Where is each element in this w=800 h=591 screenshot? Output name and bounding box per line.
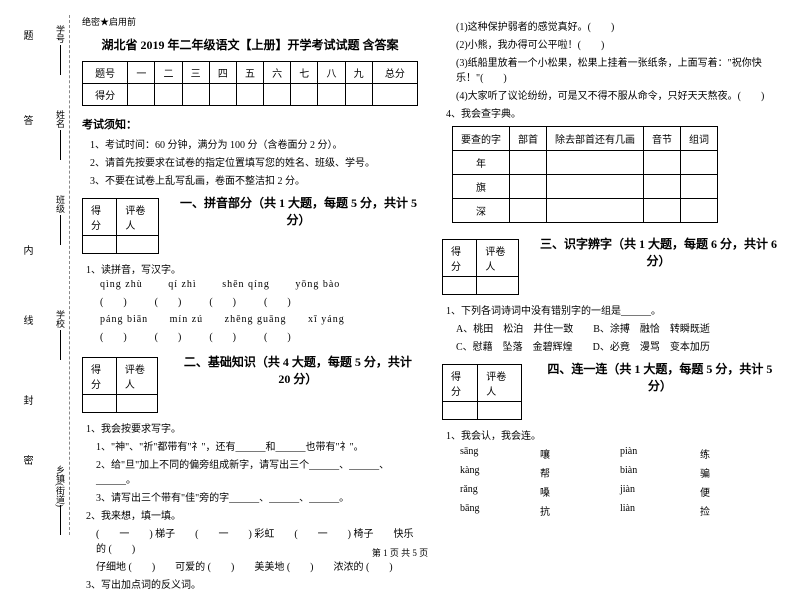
- binding-underline: [60, 215, 61, 245]
- binding-field-label: 乡镇(街道): [54, 465, 67, 507]
- exam-title: 湖北省 2019 年二年级语文【上册】开学考试试题 含答案: [82, 36, 418, 53]
- th: 七: [291, 62, 318, 84]
- pinyin-row: qìng zhù qí zhì shēn qíng yōng bào: [100, 279, 418, 290]
- binding-field-label: 学号: [54, 25, 67, 43]
- question: 1、我会按要求写字。: [86, 420, 418, 435]
- option-line: A、桃田 松泊 井住一致 B、涂搏 融恰 转瞬既逝: [456, 320, 778, 335]
- score-summary-table: 题号 一 二 三 四 五 六 七 八 九 总分 得分: [82, 61, 418, 106]
- sub-question: (1)这种保护弱者的感觉真好。( ): [456, 18, 778, 33]
- binding-underline: [60, 45, 61, 75]
- binding-mark: 线: [19, 315, 34, 333]
- sub-question: 2、给"旦"加上不同的偏旁组成新字，请写出三个______、______、___…: [96, 456, 418, 486]
- option-line: C、慰藉 坠落 金碧辉煌 D、必竟 漫骂 变本加历: [456, 338, 778, 353]
- notice-item: 3、不要在试卷上乱写乱画，卷面不整洁扣 2 分。: [90, 172, 418, 187]
- score-box: 得分评卷人: [82, 357, 158, 413]
- binding-mark: 内: [19, 245, 34, 263]
- fill-blank-line[interactable]: 仔细地 ( ) 可爱的 ( ) 美美地 ( ) 浓浓的 ( ): [96, 558, 418, 573]
- question: 4、我会查字典。: [446, 105, 778, 120]
- question: 2、我来想，填一填。: [86, 507, 418, 522]
- notice-item: 2、请首先按要求在试卷的指定位置填写您的姓名、班级、学号。: [90, 154, 418, 169]
- table-row: 题号 一 二 三 四 五 六 七 八 九 总分: [83, 62, 418, 84]
- sub-question: (4)大家听了议论纷纷，可是又不得不服从命令，只好天天熬夜。( ): [456, 87, 778, 102]
- th: 二: [155, 62, 182, 84]
- binding-mark: 题: [19, 30, 34, 48]
- match-row[interactable]: kàng帮biàn骗: [460, 465, 778, 480]
- question: 1、读拼音，写汉字。: [86, 261, 418, 276]
- binding-mark: 答: [19, 115, 34, 133]
- binding-column: 学号 题 姓名 答 班级 内 学校 线 封 乡镇(街道) 密: [10, 15, 70, 535]
- answer-blanks[interactable]: ( )( )( )( ): [100, 293, 418, 308]
- notice-header: 考试须知：: [82, 116, 418, 132]
- binding-underline: [60, 330, 61, 360]
- score-box: 得分评卷人: [442, 239, 519, 295]
- right-column: (1)这种保护弱者的感觉真好。( ) (2)小熊，我办得可公平啦！( ) (3)…: [430, 15, 790, 535]
- grader-label: 评卷人: [117, 199, 159, 236]
- left-column: 绝密★启用前 湖北省 2019 年二年级语文【上册】开学考试试题 含答案 题号 …: [70, 15, 430, 535]
- th: 三: [182, 62, 209, 84]
- sub-question: 3、请写出三个带有"佳"旁的字______、______、______。: [96, 489, 418, 504]
- table-row: 得分: [83, 84, 418, 106]
- score-box: 得分评卷人: [442, 364, 522, 420]
- question: 1、下列各词诗词中没有错别字的一组是______。: [446, 302, 778, 317]
- match-row[interactable]: rǎng嗓jiàn便: [460, 484, 778, 499]
- section-title: 二、基础知识（共 4 大题，每题 5 分，共计 20 分）: [178, 353, 418, 387]
- binding-field-label: 学校: [54, 310, 67, 328]
- th: 八: [318, 62, 345, 84]
- binding-mark: 封: [19, 395, 34, 413]
- pinyin-row: páng biān mín zú zhēng guāng xī yáng: [100, 314, 418, 325]
- th: 五: [236, 62, 263, 84]
- match-row[interactable]: sāng嚷piàn练: [460, 446, 778, 461]
- section-title: 一、拼音部分（共 1 大题，每题 5 分，共计 5 分）: [179, 194, 418, 228]
- sub-question: 1、"神"、"祈"都带有"礻"，还有______和______也带有"礻"。: [96, 438, 418, 453]
- notice-item: 1、考试时间：60 分钟，满分为 100 分（含卷面分 2 分）。: [90, 136, 418, 151]
- page-footer: 第 1 页 共 5 页: [0, 546, 800, 559]
- section-title: 四、连一连（共 1 大题，每题 5 分，共计 5 分）: [542, 360, 778, 394]
- binding-field-label: 班级: [54, 195, 67, 213]
- dictionary-lookup-table: 要查的字 部首 除去部首还有几画 音节 组词 年 旗 深: [452, 126, 718, 223]
- sub-question: (2)小熊，我办得可公平啦！( ): [456, 36, 778, 51]
- secret-label: 绝密★启用前: [82, 15, 418, 28]
- match-row[interactable]: bāng抗liàn捡: [460, 503, 778, 518]
- th: 题号: [83, 62, 128, 84]
- binding-mark: 密: [19, 455, 34, 473]
- binding-field-label: 姓名: [54, 110, 67, 128]
- question: 3、写出加点词的反义词。: [86, 576, 418, 591]
- answer-blanks[interactable]: ( )( )( )( ): [100, 328, 418, 343]
- binding-underline: [60, 130, 61, 160]
- th: 四: [209, 62, 236, 84]
- exam-page: 学号 题 姓名 答 班级 内 学校 线 封 乡镇(街道) 密 绝密★启用前 湖北…: [0, 0, 800, 540]
- binding-underline: [60, 505, 61, 535]
- th: 九: [345, 62, 372, 84]
- th: 六: [264, 62, 291, 84]
- question: 1、我会认，我会连。: [446, 427, 778, 442]
- row-label: 得分: [83, 84, 128, 106]
- score-label: 得分: [83, 199, 117, 236]
- th: 一: [128, 62, 155, 84]
- sub-question: (3)纸船里放着一个小松果，松果上挂着一张纸条，上面写着："祝你快乐！"( ): [456, 54, 778, 84]
- section-title: 三、识字辨字（共 1 大题，每题 6 分，共计 6 分）: [539, 235, 778, 269]
- th: 总分: [372, 62, 417, 84]
- score-box: 得分评卷人: [82, 198, 159, 254]
